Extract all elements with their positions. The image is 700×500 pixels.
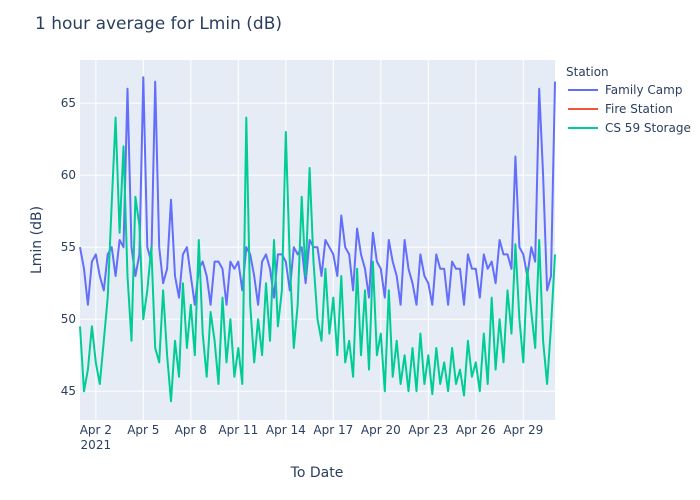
x-axis-title: To Date — [290, 465, 344, 481]
y-tick-label: 65 — [61, 96, 76, 110]
x-tick-label: Apr 8 — [175, 423, 207, 437]
legend-item[interactable]: Family Camp — [568, 83, 682, 97]
chart-title: 1 hour average for Lmin (dB) — [35, 14, 282, 34]
series-lines — [79, 76, 556, 403]
x-tick-label: Apr 14 — [266, 423, 306, 437]
legend-item[interactable]: CS 59 Storage — [568, 121, 691, 135]
x-tick-label: Apr 2 — [80, 423, 112, 437]
legend-label: Fire Station — [605, 102, 673, 116]
y-tick-label: 45 — [61, 384, 76, 398]
legend[interactable]: Station Family Camp Fire Station CS 59 Sto… — [566, 65, 691, 135]
x-tick-label: Apr 29 — [503, 423, 543, 437]
x-tick-label: Apr 5 — [127, 423, 159, 437]
x-tick-label: Apr 20 — [361, 423, 401, 437]
x-tick-label: Apr 26 — [456, 423, 496, 437]
x-tick-year-label: 2021 — [81, 438, 112, 452]
legend-label: Family Camp — [605, 83, 682, 97]
legend-title: Station — [566, 65, 609, 79]
y-tick-label: 60 — [61, 168, 76, 182]
legend-item[interactable]: Fire Station — [568, 102, 673, 116]
y-axis-title: Lmin (dB) — [29, 206, 45, 274]
y-tick-label: 55 — [61, 240, 76, 254]
series-line-family-camp — [79, 76, 556, 306]
x-tick-label: Apr 23 — [408, 423, 448, 437]
x-tick-label: Apr 11 — [218, 423, 258, 437]
legend-label: CS 59 Storage — [605, 121, 691, 135]
series-line-cs-59-storage — [79, 116, 556, 403]
y-tick-label: 50 — [61, 312, 76, 326]
x-tick-label: Apr 17 — [313, 423, 353, 437]
